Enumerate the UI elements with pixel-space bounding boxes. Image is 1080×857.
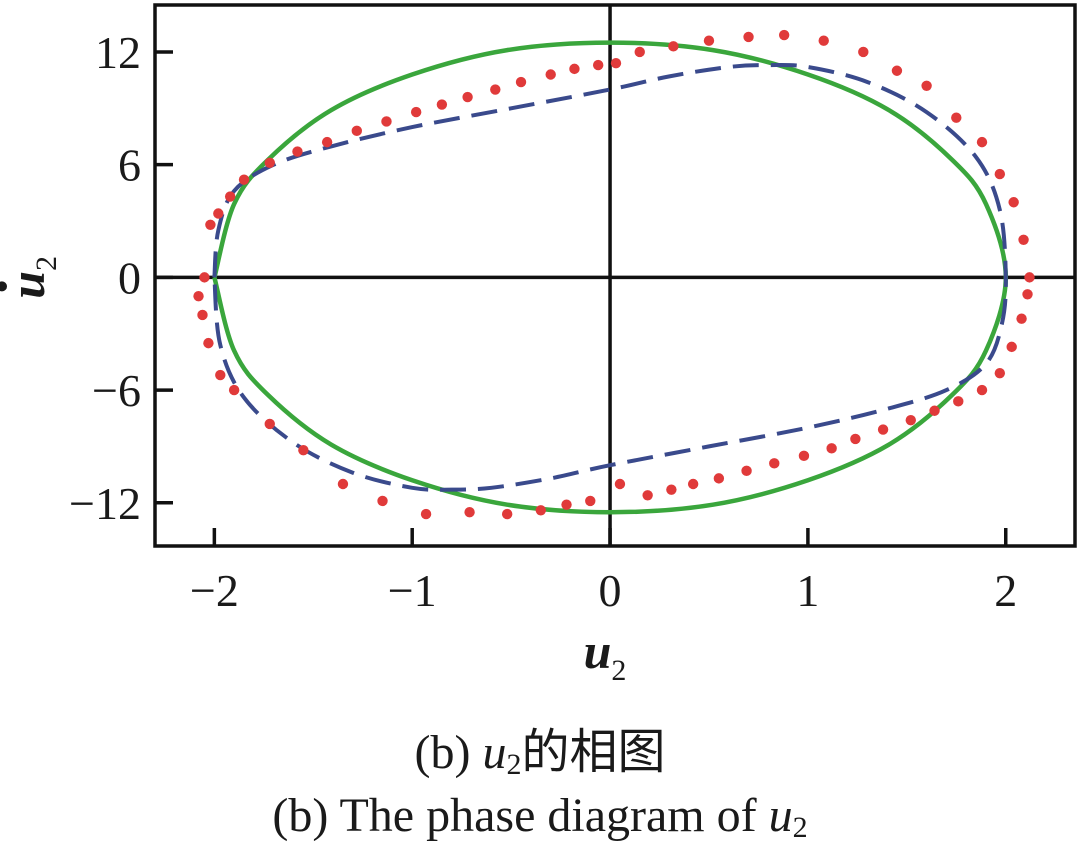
caption-english: (b) The phase diagram of u2 — [0, 788, 1080, 845]
caption-cn-sub: 2 — [506, 748, 522, 781]
y-axis-label-dot — [0, 281, 7, 292]
y-tick-label-0: 12 — [95, 27, 141, 78]
series-2-point-30 — [994, 168, 1006, 180]
plot-clipped-group — [155, 5, 1075, 546]
caption-cn-prefix: (b) — [414, 726, 483, 779]
series-2-point-48 — [713, 473, 725, 484]
y-axis-label-sub: 2 — [30, 256, 63, 271]
series-2-point-6 — [292, 146, 303, 157]
series-2-point-42 — [877, 424, 889, 435]
y-tick-label-2: 0 — [118, 252, 141, 303]
series-2-point-65 — [203, 337, 214, 349]
series-2-point-44 — [826, 443, 837, 454]
series-2-point-36 — [1006, 341, 1017, 353]
x-tick-label-3: 1 — [796, 565, 819, 616]
series-2-point-31 — [1008, 197, 1019, 208]
caption-en-var: u — [768, 789, 793, 842]
series-2-point-57 — [464, 506, 475, 518]
series-2-point-23 — [778, 29, 790, 41]
series-2-point-18 — [610, 58, 622, 69]
y-tick-label-1: 6 — [118, 140, 141, 191]
series-2-point-7 — [321, 136, 333, 148]
series-2-point-16 — [569, 63, 580, 75]
series-2-point-24 — [818, 35, 829, 46]
series-2-point-63 — [228, 384, 240, 396]
series-2-point-35 — [1016, 313, 1027, 324]
series-2-point-33 — [1024, 272, 1035, 283]
series-2-point-10 — [410, 106, 422, 118]
series-2-point-12 — [462, 91, 473, 103]
series-1-dashed-line — [212, 62, 1008, 492]
series-2-point-60 — [337, 478, 349, 490]
series-2-point-55 — [535, 505, 547, 516]
series-2-point-45 — [798, 450, 810, 462]
series-2-point-17 — [592, 59, 604, 71]
series-2-point-11 — [436, 99, 448, 110]
series-2-point-8 — [351, 125, 363, 137]
series-2-point-43 — [850, 433, 861, 445]
caption-cn-suffix: 的相图 — [521, 726, 666, 779]
series-2-point-39 — [953, 396, 964, 407]
series-2-point-37 — [994, 367, 1006, 379]
y-axis-label-group: u2 — [0, 256, 63, 299]
series-2-point-47 — [741, 465, 752, 477]
series-2-point-25 — [858, 46, 869, 58]
series-2-point-50 — [666, 484, 677, 495]
caption-en-sub: 2 — [792, 811, 808, 844]
series-2-point-21 — [703, 35, 715, 46]
series-2-point-27 — [921, 80, 932, 91]
series-2-point-52 — [614, 478, 626, 490]
series-2-point-34 — [1022, 289, 1033, 300]
y-tick-label-4: −12 — [69, 478, 141, 529]
series-2-point-28 — [951, 112, 962, 123]
series-2-point-5 — [264, 157, 275, 168]
series-2-point-49 — [687, 478, 699, 490]
series-2-point-14 — [515, 76, 527, 88]
series-2-point-0 — [199, 272, 210, 283]
series-2-point-15 — [545, 69, 556, 80]
series-2-point-29 — [976, 136, 988, 148]
series-2-point-46 — [769, 458, 780, 469]
series-2-point-66 — [197, 309, 208, 321]
series-2-point-56 — [501, 508, 513, 520]
y-axis-label: u2 — [0, 256, 63, 299]
series-2-point-4 — [238, 174, 250, 185]
caption-en-prefix: (b) The phase diagram of — [272, 789, 769, 842]
series-2-point-40 — [929, 405, 940, 416]
series-2-point-1 — [205, 219, 216, 230]
x-tick-label-4: 2 — [994, 565, 1017, 616]
series-2-point-13 — [490, 84, 501, 95]
series-2-point-59 — [377, 495, 388, 507]
series-2-point-53 — [585, 495, 596, 507]
plot-frame — [153, 3, 1077, 548]
series-2-point-54 — [561, 499, 572, 510]
caption-cn-var: u — [482, 726, 507, 779]
series-2-point-2 — [213, 208, 224, 219]
series-2-point-64 — [215, 369, 226, 381]
series-2-point-19 — [634, 46, 645, 58]
series-2-point-26 — [891, 65, 903, 76]
series-2-point-32 — [1018, 234, 1029, 246]
y-tick-label-3: −6 — [92, 365, 141, 416]
x-axis-label-sub: 2 — [611, 654, 626, 687]
x-tick-label-2: 0 — [599, 565, 622, 616]
series-2-point-9 — [381, 116, 392, 127]
plot-layer — [155, 5, 1075, 546]
series-2-point-22 — [743, 31, 754, 43]
series-2-point-51 — [642, 490, 653, 501]
caption-chinese: (b) u2的相图 — [0, 712, 1080, 782]
series-2-point-20 — [668, 41, 679, 52]
x-tick-label-1: −1 — [388, 565, 437, 616]
series-2-point-41 — [905, 414, 916, 426]
series-2-point-67 — [193, 290, 204, 302]
series-2-point-38 — [976, 384, 988, 396]
series-2-point-62 — [264, 418, 275, 430]
series-2-point-58 — [420, 508, 432, 520]
series-2-point-3 — [224, 191, 236, 202]
x-axis-label: u2 — [584, 623, 627, 687]
series-2-point-61 — [298, 444, 309, 456]
x-tick-label-0: −2 — [190, 565, 239, 616]
